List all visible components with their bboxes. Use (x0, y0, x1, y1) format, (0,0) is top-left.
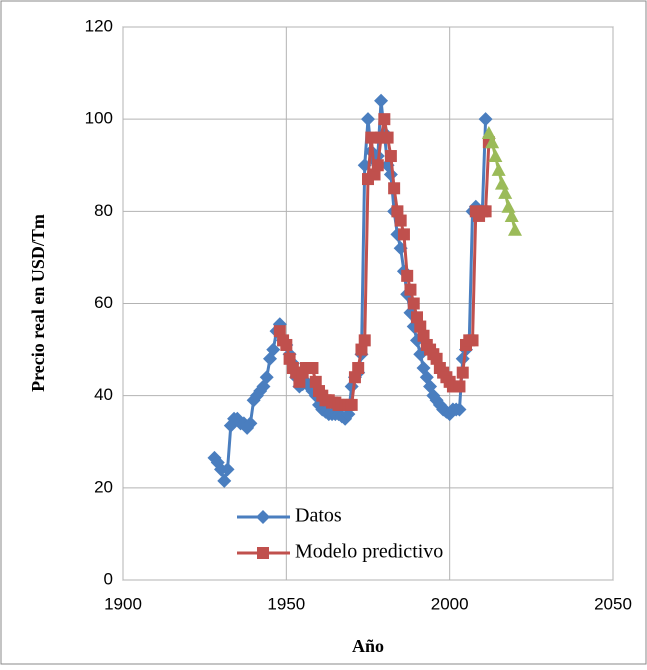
marker (306, 362, 319, 375)
marker (361, 112, 375, 127)
marker (498, 185, 513, 199)
marker (365, 131, 378, 144)
marker (488, 149, 503, 163)
marker (394, 214, 407, 227)
marker (217, 473, 232, 488)
marker (273, 325, 286, 338)
marker (309, 375, 322, 388)
marker (293, 375, 306, 388)
marker (358, 334, 371, 347)
legend-marker (257, 547, 269, 559)
marker (384, 150, 397, 163)
marker (220, 462, 235, 477)
marker (397, 228, 410, 241)
marker (401, 269, 414, 282)
marker (280, 338, 293, 351)
marker (348, 371, 361, 384)
marker (466, 334, 479, 347)
y-tick-label: 100 (85, 109, 113, 128)
legend-label: Datos (295, 505, 342, 527)
marker (417, 329, 430, 342)
marker (283, 352, 296, 365)
marker (374, 93, 389, 108)
marker (453, 380, 466, 393)
y-tick-label: 20 (94, 477, 113, 496)
marker (478, 112, 493, 127)
marker (452, 402, 467, 417)
legend-marker (256, 510, 270, 524)
marker (259, 370, 274, 385)
y-tick-label: 120 (85, 16, 113, 35)
y-tick-label: 60 (94, 293, 113, 312)
marker (243, 416, 258, 431)
marker (485, 135, 500, 149)
marker (371, 159, 384, 172)
marker (368, 168, 381, 181)
y-tick-label: 40 (94, 385, 113, 404)
marker (381, 131, 394, 144)
marker (391, 205, 404, 218)
marker (504, 208, 519, 222)
marker (388, 182, 401, 195)
marker (491, 162, 506, 176)
x-tick-label: 1900 (104, 594, 142, 613)
marker (456, 366, 469, 379)
marker (378, 113, 391, 126)
y-tick-label: 0 (104, 569, 113, 588)
x-tick-label: 2050 (594, 594, 632, 613)
marker (414, 320, 427, 333)
y-tick-label: 80 (94, 201, 113, 220)
marker (355, 343, 368, 356)
marker (407, 297, 420, 310)
y-axis-label: Precio real en USD/Tm (28, 214, 48, 392)
x-axis-label: Año (352, 636, 384, 656)
marker (479, 205, 492, 218)
marker (508, 222, 522, 236)
marker (404, 283, 417, 296)
marker (266, 342, 281, 357)
legend-label: Modelo predictivo (295, 541, 443, 563)
x-tick-label: 1950 (267, 594, 305, 613)
x-tick-label: 2000 (431, 594, 469, 613)
marker (352, 362, 365, 375)
marker (345, 398, 358, 411)
marker (430, 352, 443, 365)
marker (411, 311, 423, 324)
